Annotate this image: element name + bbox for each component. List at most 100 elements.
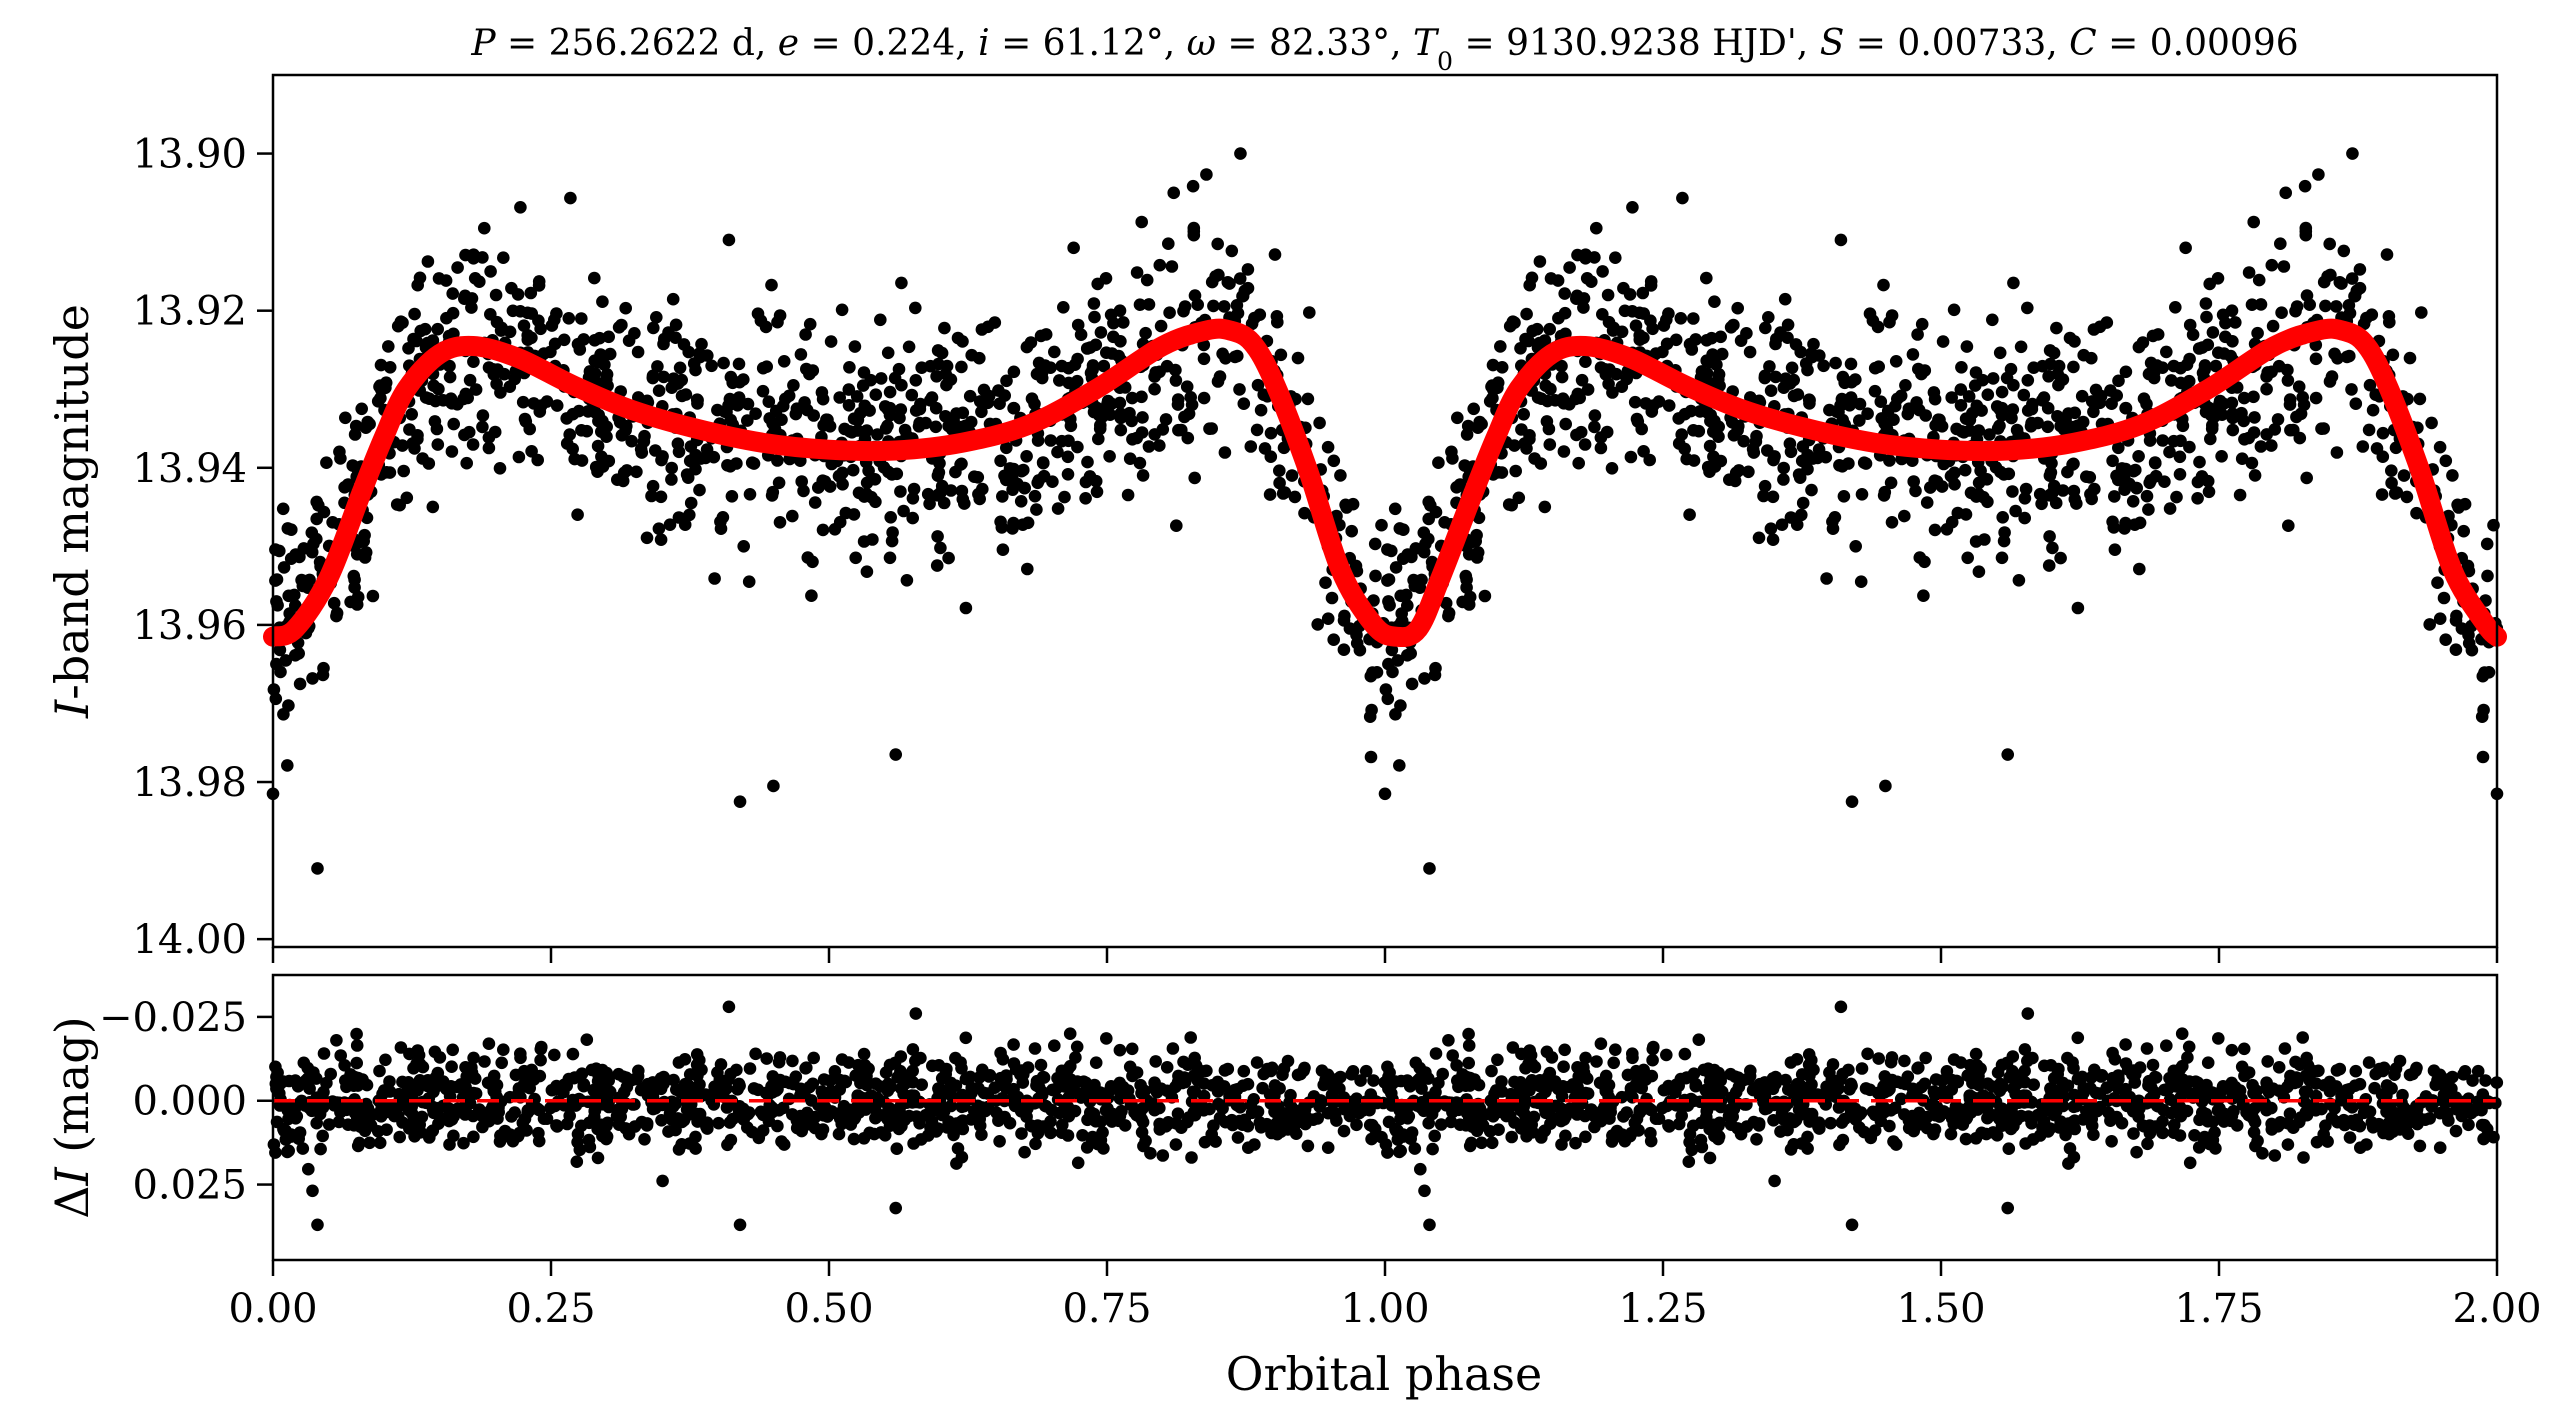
data-point [1948,478,1961,491]
residual-point [1462,1027,1475,1041]
residual-point [2051,1085,2064,1099]
residual-point [1525,1118,1538,1131]
data-point [720,405,733,419]
residual-point [638,1133,651,1146]
data-point [1758,369,1772,383]
data-point [531,453,544,467]
residual-point [2075,1070,2089,1084]
data-point [741,414,754,427]
data-point [898,423,912,437]
data-point [1542,422,1556,436]
data-point [1148,370,1161,383]
residual-point [905,1089,919,1102]
data-point [1188,471,1201,485]
data-point [2439,633,2452,646]
data-point [1423,862,1436,875]
data-point [2018,511,2031,525]
data-point [463,373,477,387]
residual-point [497,1043,510,1056]
data-point [1505,498,1518,512]
data-point [612,321,626,334]
residual-point [350,1039,364,1052]
data-point [679,388,693,401]
data-point [732,357,746,371]
residual-point [1382,1115,1396,1129]
residual-point [1107,1080,1120,1094]
residual-point [620,1071,633,1084]
data-point [1104,308,1118,322]
data-point [1303,306,1316,319]
data-point [1947,303,1961,317]
data-point [1470,528,1483,542]
data-point [1600,425,1614,439]
x-tick-label: 1.00 [1340,1286,1429,1332]
residual-point [657,1077,670,1091]
data-point [2415,306,2428,319]
residual-point [874,1126,888,1139]
data-point [2317,275,2331,289]
data-point [491,363,504,376]
data-point [2366,403,2380,417]
data-point [2077,348,2090,362]
data-point [2476,750,2490,764]
data-point [1649,347,1663,360]
data-point [1071,440,1084,454]
data-point [647,321,660,335]
residual-point [1692,1033,1706,1046]
data-point [773,516,787,529]
data-point [494,324,508,337]
residual-point [1268,1089,1281,1102]
data-point [2115,462,2129,475]
residual-point [1660,1099,1674,1113]
data-point [806,364,820,377]
residual-point [1557,1107,1571,1120]
data-point [423,392,436,406]
data-point [1740,327,1753,340]
data-point [1028,397,1041,411]
residual-point [1153,1123,1167,1136]
data-point [1136,469,1150,482]
residual-point [1345,1068,1358,1081]
residual-point [884,1080,897,1094]
residual-point [756,1108,770,1122]
residual-point [760,1052,773,1065]
residual-point [2111,1081,2125,1095]
data-point [955,484,969,498]
data-point [1995,551,2009,565]
data-point [1777,473,1790,486]
data-point [1071,352,1084,366]
residual-point [2105,1135,2118,1148]
residual-point [955,1115,968,1128]
residual-point [2272,1061,2286,1074]
data-point [1278,486,1292,499]
residual-point [1603,1112,1616,1125]
data-point [2265,258,2279,272]
data-point [1251,378,1265,392]
residual-point [797,1110,810,1124]
residual-point [722,1000,736,1014]
data-point [1693,405,1707,418]
data-point [2068,406,2082,420]
data-point [1844,391,1858,404]
residual-point [776,1101,790,1115]
data-point [1007,365,1021,379]
data-point [1769,370,1782,384]
data-point [2054,551,2067,565]
residual-point [857,1047,871,1061]
data-point [408,307,421,321]
residual-point [821,1110,834,1123]
data-point [2009,504,2022,518]
residual-point [373,1064,386,1078]
data-point [1807,337,1820,351]
data-point [1551,274,1565,287]
data-point [2108,490,2121,503]
residual-point [1061,1129,1075,1142]
residual-point [1301,1139,1315,1153]
data-point [1014,495,1028,508]
data-point [273,544,286,558]
residual-point [2094,1070,2108,1083]
data-point [1368,537,1382,551]
data-point [1684,404,1698,418]
data-point [1313,416,1326,430]
data-point [568,452,581,466]
